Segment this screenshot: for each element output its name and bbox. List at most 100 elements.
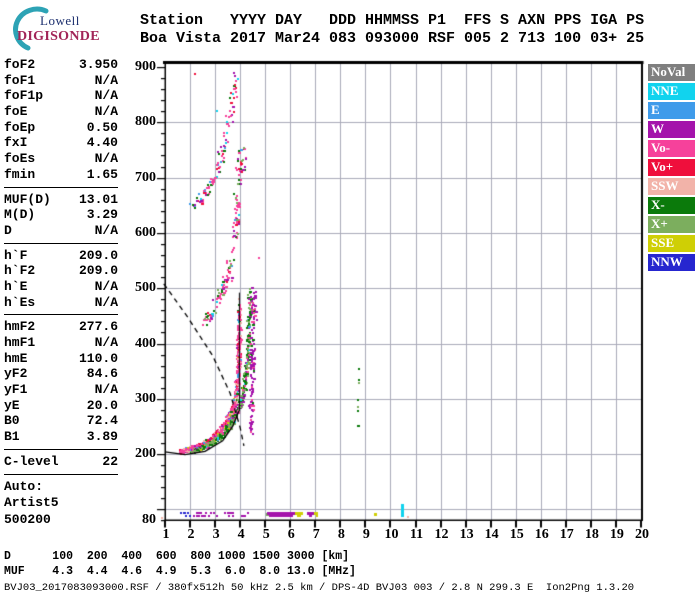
panel-footer-row: Auto: bbox=[4, 478, 44, 494]
x-tick-label: 2 bbox=[187, 527, 195, 542]
param-label: foE bbox=[4, 104, 28, 120]
param-row: h`Es N/A bbox=[4, 295, 118, 311]
y-tick-label: 80 bbox=[142, 512, 156, 528]
param-label: foF1 bbox=[4, 72, 36, 88]
x-tick-label: 20 bbox=[634, 527, 649, 542]
param-value: 3.950 bbox=[78, 57, 118, 72]
param-value: N/A bbox=[94, 72, 118, 88]
y-tick-label: 600 bbox=[135, 224, 156, 240]
param-label: D bbox=[4, 222, 12, 238]
parameter-panel: foF2 3.950 foF1 N/A foF1p N/A foE N/A foEp 0.50 fx… bbox=[4, 57, 118, 528]
param-value: N/A bbox=[94, 278, 118, 294]
param-row: h`F2 209.0 bbox=[4, 263, 118, 279]
param-value: 1.65 bbox=[86, 166, 118, 182]
param-value: N/A bbox=[94, 88, 118, 104]
param-row: h`F 209.0 bbox=[4, 248, 118, 264]
param-label: h`F2 bbox=[4, 263, 36, 279]
param-row: foF2 3.950 bbox=[4, 57, 118, 73]
param-row: hmE 110.0 bbox=[4, 351, 118, 367]
param-value: 22 bbox=[102, 453, 118, 469]
param-row: fxI 4.40 bbox=[4, 135, 118, 151]
param-value: 3.89 bbox=[86, 429, 118, 445]
param-row: D N/A bbox=[4, 223, 118, 239]
legend-item-e: E bbox=[648, 102, 695, 119]
param-row: M(D) 3.29 bbox=[4, 207, 118, 223]
legend-item-x: X+ bbox=[648, 216, 695, 233]
param-label: fxI bbox=[4, 135, 28, 151]
header-values: Boa Vista 2017 Mar24 083 093000 RSF 005 … bbox=[140, 30, 645, 47]
param-row: foF1 N/A bbox=[4, 73, 118, 89]
param-row: yF1 N/A bbox=[4, 382, 118, 398]
digisonde-logo: Lowell DIGISONDE bbox=[4, 6, 114, 52]
muf-distance-table: D 100 200 400 600 800 1000 1500 3000 [km… bbox=[4, 549, 356, 579]
param-label: h`F bbox=[4, 247, 28, 263]
y-tick-label: 400 bbox=[135, 335, 156, 351]
x-tick-label: 17 bbox=[559, 527, 574, 542]
x-tick-label: 9 bbox=[362, 527, 370, 542]
panel-divider bbox=[4, 314, 118, 316]
param-row: B1 3.89 bbox=[4, 429, 118, 445]
panel-divider bbox=[4, 473, 118, 475]
y-tick-label: 900 bbox=[135, 59, 156, 74]
param-value: 0.50 bbox=[86, 119, 118, 135]
param-label: h`E bbox=[4, 278, 28, 294]
legend-item-vo: Vo+ bbox=[648, 159, 695, 176]
param-value: 13.01 bbox=[78, 191, 118, 207]
param-label: fmin bbox=[4, 166, 36, 182]
logo-arc-icon bbox=[13, 6, 49, 51]
param-value: N/A bbox=[94, 294, 118, 310]
param-row: yE 20.0 bbox=[4, 398, 118, 414]
panel-divider bbox=[4, 186, 118, 188]
logo-lowell-text: Lowell bbox=[40, 13, 80, 28]
x-tick-label: 18 bbox=[584, 527, 599, 542]
param-label: yE bbox=[4, 397, 20, 413]
header-block: Station YYYY DAY DDD HHMMSS P1 FFS S AXN… bbox=[140, 12, 644, 48]
param-label: yF1 bbox=[4, 382, 28, 398]
x-tick-label: 1 bbox=[162, 527, 170, 542]
param-row: foE N/A bbox=[4, 104, 118, 120]
x-tick-label: 4 bbox=[237, 527, 245, 542]
param-row: yF2 84.6 bbox=[4, 366, 118, 382]
x-tick-label: 5 bbox=[262, 527, 270, 542]
param-label: MUF(D) bbox=[4, 191, 51, 207]
x-tick-label: 11 bbox=[409, 527, 424, 542]
param-value: 3.29 bbox=[86, 207, 118, 223]
param-value: 277.6 bbox=[78, 319, 118, 335]
panel-footer-row: Artist5 bbox=[4, 495, 59, 510]
param-row: foEs N/A bbox=[4, 151, 118, 167]
panel-footer: Auto: Artist5 500200 bbox=[4, 479, 118, 529]
param-row: C-level 22 bbox=[4, 454, 118, 470]
y-tick-label: 800 bbox=[135, 114, 156, 130]
status-line: BVJ03_2017083093000.RSF / 380fx512h 50 k… bbox=[4, 582, 635, 594]
legend-item-nne: NNE bbox=[648, 83, 695, 100]
param-label: hmE bbox=[4, 350, 28, 366]
legend-item-vo: Vo- bbox=[648, 140, 695, 157]
legend-item-x: X- bbox=[648, 197, 695, 214]
param-label: B0 bbox=[4, 413, 20, 429]
x-tick-label: 6 bbox=[287, 527, 295, 542]
param-row: hmF2 277.6 bbox=[4, 319, 118, 335]
y-tick-label: 500 bbox=[135, 280, 156, 296]
param-label: hmF1 bbox=[4, 335, 36, 350]
header-column-titles: Station YYYY DAY DDD HHMMSS P1 FFS S AXN… bbox=[140, 12, 645, 29]
param-row: foEp 0.50 bbox=[4, 120, 118, 136]
panel-divider bbox=[4, 242, 118, 244]
y-tick-label: 700 bbox=[135, 169, 156, 185]
param-value: 4.40 bbox=[86, 135, 118, 151]
param-label: foF1p bbox=[4, 88, 44, 104]
param-row: hmF1 N/A bbox=[4, 335, 118, 351]
param-row: fmin 1.65 bbox=[4, 167, 118, 183]
param-value: N/A bbox=[94, 222, 118, 238]
x-tick-label: 13 bbox=[459, 527, 474, 542]
muf-row: MUF 4.3 4.4 4.6 4.9 5.3 6.0 8.0 13.0 [MH… bbox=[4, 565, 356, 578]
param-row: B0 72.4 bbox=[4, 413, 118, 429]
param-label: foEs bbox=[4, 151, 36, 167]
param-value: 110.0 bbox=[78, 350, 118, 366]
x-tick-label: 7 bbox=[312, 527, 320, 542]
param-value: 20.0 bbox=[86, 397, 118, 413]
logo-digisonde-text: DIGISONDE bbox=[17, 29, 100, 44]
param-value: N/A bbox=[94, 151, 118, 167]
param-label: h`Es bbox=[4, 294, 36, 310]
